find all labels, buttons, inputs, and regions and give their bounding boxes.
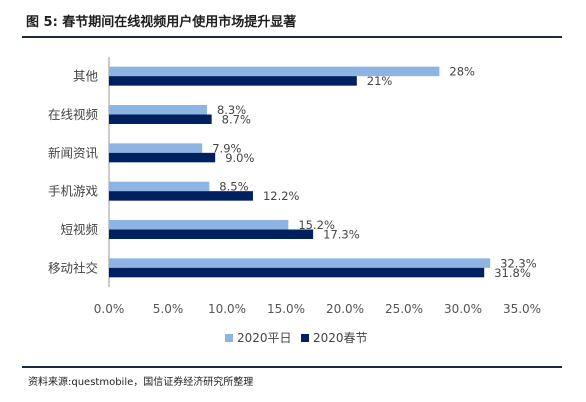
data-label: 8.5% bbox=[219, 180, 248, 194]
data-label: 8.3% bbox=[217, 103, 246, 117]
bar-festival bbox=[109, 191, 253, 201]
bar-festival bbox=[109, 152, 216, 163]
x-tick-label: 20.0% bbox=[326, 302, 364, 316]
bar-festival bbox=[109, 114, 212, 124]
data-label: 9.0% bbox=[225, 151, 254, 165]
bottom-rule bbox=[22, 366, 562, 368]
bar-weekday bbox=[109, 181, 210, 192]
data-label: 15.2% bbox=[298, 218, 335, 232]
x-tick-label: 30.0% bbox=[444, 302, 482, 316]
category-label: 移动社交 bbox=[48, 260, 98, 275]
data-label: 7.9% bbox=[212, 141, 241, 155]
bar-festival bbox=[109, 76, 357, 86]
x-tick-label: 0.0% bbox=[94, 302, 125, 316]
x-tick-label: 25.0% bbox=[385, 302, 423, 316]
bar-festival bbox=[109, 229, 314, 239]
legend-swatch-festival bbox=[301, 334, 309, 342]
data-label: 21% bbox=[367, 74, 393, 88]
x-tick-label: 5.0% bbox=[153, 302, 184, 316]
x-tick-label: 10.0% bbox=[208, 302, 246, 316]
bar-weekday bbox=[109, 105, 207, 115]
category-label: 新闻资讯 bbox=[48, 145, 99, 160]
top-rule bbox=[22, 36, 562, 38]
legend-label: 2020平日 bbox=[237, 331, 292, 345]
bar-weekday bbox=[109, 66, 440, 77]
bar-weekday bbox=[109, 258, 491, 268]
bar-weekday bbox=[109, 220, 289, 230]
data-label: 28% bbox=[449, 65, 475, 79]
bar-festival bbox=[109, 267, 485, 278]
data-label: 12.2% bbox=[263, 189, 300, 203]
data-label: 17.3% bbox=[323, 228, 360, 242]
category-label: 手机游戏 bbox=[48, 184, 98, 199]
legend-label: 2020春节 bbox=[313, 331, 368, 345]
data-label: 8.7% bbox=[222, 113, 251, 127]
data-label: 32.3% bbox=[500, 256, 537, 270]
figure-title: 图 5: 春节期间在线视频用户使用市场提升显著 bbox=[26, 15, 297, 30]
source-note: 资料来源:questmobile，国信证券经济研究所整理 bbox=[28, 377, 254, 388]
x-tick-label: 15.0% bbox=[267, 302, 305, 316]
category-label: 其他 bbox=[73, 69, 99, 84]
data-label: 31.8% bbox=[494, 266, 531, 280]
category-label: 在线视频 bbox=[48, 107, 99, 122]
category-label: 短视频 bbox=[60, 222, 98, 237]
x-tick-label: 35.0% bbox=[503, 302, 541, 316]
legend-swatch-weekday bbox=[225, 334, 233, 342]
bar-weekday bbox=[109, 143, 203, 153]
